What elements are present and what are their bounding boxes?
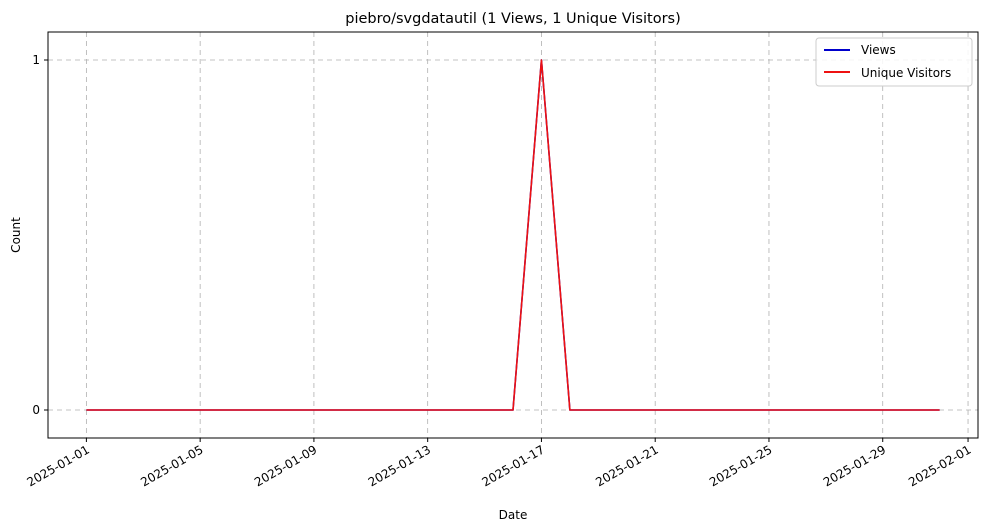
x-tick-label: 2025-01-01 xyxy=(24,442,91,489)
series-line-views xyxy=(86,59,940,411)
y-tick-label: 0 xyxy=(32,403,40,417)
x-tick-label: 2025-01-29 xyxy=(821,442,888,489)
x-tick-label: 2025-01-13 xyxy=(366,442,433,489)
x-tick-label: 2025-01-21 xyxy=(593,442,660,489)
x-tick-label: 2025-01-05 xyxy=(138,442,205,489)
y-axis-label: Count xyxy=(9,217,23,253)
grid-lines xyxy=(48,32,978,438)
x-axis-label: Date xyxy=(499,508,528,522)
x-tick-label: 2025-01-25 xyxy=(707,442,774,489)
x-tick-label: 2025-01-09 xyxy=(252,442,319,489)
legend-label-unique-visitors: Unique Visitors xyxy=(861,66,951,80)
chart-title: piebro/svgdatautil (1 Views, 1 Unique Vi… xyxy=(345,11,681,27)
series-lines xyxy=(86,59,940,411)
x-tick-label: 2025-01-17 xyxy=(480,442,547,489)
plot-frame xyxy=(47,31,979,439)
legend: Views Unique Visitors xyxy=(815,37,973,87)
legend-box xyxy=(815,37,973,87)
series-line-unique-visitors xyxy=(86,59,940,411)
x-tick-label: 2025-02-01 xyxy=(906,442,973,489)
axis-ticks: 2025-01-01 2025-01-05 2025-01-09 2025-01-13… xyxy=(24,53,973,489)
legend-label-views: Views xyxy=(861,43,896,57)
y-tick-label: 1 xyxy=(32,53,40,67)
